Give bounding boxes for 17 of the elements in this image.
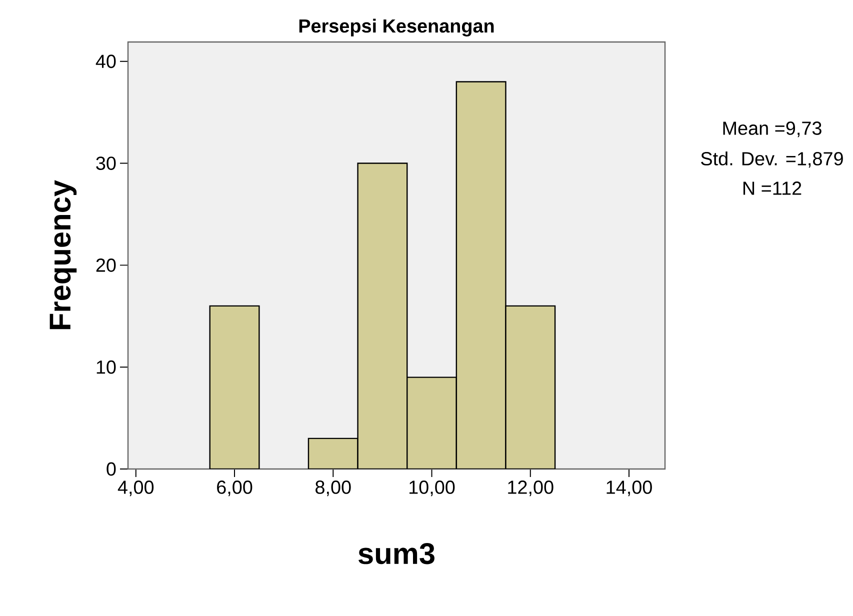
chart-title: Persepsi Kesenangan: [299, 18, 494, 37]
y-tick-label: 20: [96, 258, 116, 272]
x-tick-label: 6,00: [217, 480, 252, 496]
text: N =112: [743, 182, 802, 195]
x-tick-label: 4,00: [118, 480, 154, 496]
text: Std. Dev. =1,879: [701, 152, 843, 168]
y-axis-title: Frequency: [50, 180, 77, 330]
y-tick-label: 30: [96, 156, 116, 170]
y-tick-label: 40: [96, 54, 116, 68]
x-tick-label: 8,00: [316, 480, 351, 496]
y-tick-label: 0: [106, 462, 116, 476]
x-tick-label: 14,00: [606, 480, 652, 496]
x-tick-label: 12,00: [508, 480, 554, 496]
text: Mean =9,73: [723, 122, 822, 138]
x-tick-label: 10,00: [410, 480, 455, 496]
y-tick-label: 10: [96, 360, 116, 374]
x-axis-title: sum3: [358, 543, 434, 564]
